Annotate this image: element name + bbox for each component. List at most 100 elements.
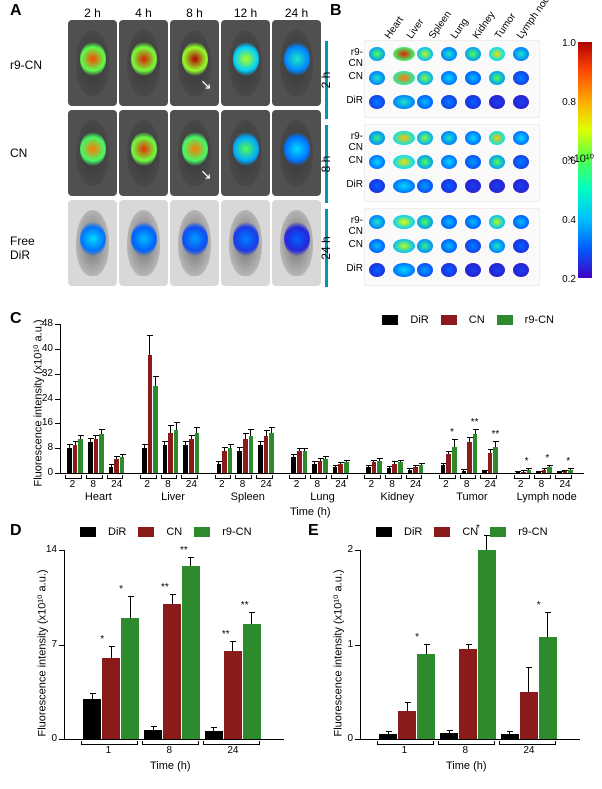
organ-sample bbox=[417, 155, 433, 169]
y-tick-label: 2 bbox=[333, 544, 353, 555]
chart-area-c: 081624324048Heart2824Liver2824Spleen2824… bbox=[60, 324, 584, 474]
x-tick-label: 8 bbox=[165, 479, 171, 490]
panel-b-timepoint: 8 h bbox=[319, 149, 333, 179]
bar bbox=[249, 436, 254, 473]
bar bbox=[446, 454, 451, 473]
legend-swatch bbox=[376, 527, 392, 537]
significance-star: * bbox=[566, 456, 570, 467]
bar bbox=[195, 433, 200, 473]
panel-e: DiRCNr9-CN Fluorescence intensity (x10¹⁰… bbox=[306, 520, 596, 780]
bar bbox=[563, 471, 568, 473]
colorbar-tick: 0.8 bbox=[562, 97, 576, 108]
panel-a-treatment: r9-CN bbox=[10, 58, 62, 72]
x-tick-label: 1 bbox=[106, 745, 112, 756]
bar bbox=[462, 471, 467, 473]
legend-label: r9-CN bbox=[518, 526, 547, 538]
bar bbox=[318, 461, 323, 473]
organ-sample bbox=[441, 215, 457, 229]
panel-a-timepoint: 8 h bbox=[170, 6, 219, 20]
y-tick-label: 40 bbox=[33, 343, 53, 354]
x-axis-label-c: Time (h) bbox=[290, 506, 331, 518]
panel-a-timepoint: 24 h bbox=[272, 6, 321, 20]
bar bbox=[527, 470, 532, 473]
y-tick-label: 7 bbox=[37, 639, 57, 650]
x-group-label: Lymph node bbox=[509, 491, 584, 503]
bar bbox=[163, 604, 181, 739]
bar bbox=[224, 651, 242, 739]
bar bbox=[312, 464, 317, 473]
panel-b-timepoint: 2 h bbox=[319, 65, 333, 95]
organ-sample bbox=[441, 263, 457, 277]
x-tick-label: 2 bbox=[70, 479, 76, 490]
bar bbox=[269, 433, 274, 473]
y-tick-label: 16 bbox=[33, 417, 53, 428]
x-tick-label: 2 bbox=[443, 479, 449, 490]
organ-sample bbox=[513, 263, 529, 277]
bar bbox=[366, 467, 371, 473]
bar bbox=[344, 462, 349, 473]
bar bbox=[67, 448, 72, 473]
bar bbox=[501, 734, 519, 739]
x-tick-label: 8 bbox=[90, 479, 96, 490]
significance-star: * bbox=[119, 584, 123, 595]
legend-swatch bbox=[194, 527, 210, 537]
organ-sample bbox=[513, 71, 529, 85]
organ-sample bbox=[441, 71, 457, 85]
bar bbox=[440, 733, 458, 739]
panel-a-treatment: CN bbox=[10, 146, 62, 160]
bar bbox=[408, 470, 413, 473]
x-tick-label: 24 bbox=[523, 745, 534, 756]
organ-sample bbox=[417, 95, 433, 109]
x-group-label: Lung bbox=[285, 491, 360, 503]
x-axis-label-e: Time (h) bbox=[446, 760, 487, 772]
legend-d: DiRCNr9-CN bbox=[80, 526, 252, 538]
x-tick-label: 8 bbox=[464, 479, 470, 490]
x-tick-label: 2 bbox=[368, 479, 374, 490]
organ-sample bbox=[465, 239, 481, 253]
bar bbox=[536, 472, 541, 473]
bar bbox=[83, 699, 101, 740]
legend-swatch bbox=[138, 527, 154, 537]
bar bbox=[568, 470, 573, 473]
bar bbox=[303, 451, 308, 473]
panel-a: 2 h4 h8 h12 h24 h r9-CNCNFreeDiR ↘↘ bbox=[10, 0, 320, 300]
panel-b-treatment: CN bbox=[337, 239, 363, 250]
x-tick-label: 2 bbox=[294, 479, 300, 490]
colorbar-tick: 0.2 bbox=[562, 274, 576, 285]
x-tick-label: 8 bbox=[240, 479, 246, 490]
panel-a-timepoint: 12 h bbox=[221, 6, 270, 20]
x-tick-label: 24 bbox=[335, 479, 346, 490]
significance-star: ** bbox=[222, 629, 230, 640]
x-tick-label: 8 bbox=[167, 745, 173, 756]
x-axis-label-d: Time (h) bbox=[150, 760, 191, 772]
bar bbox=[419, 465, 424, 473]
organ-sample bbox=[489, 239, 505, 253]
bar bbox=[333, 467, 338, 473]
y-tick-label: 1 bbox=[333, 639, 353, 650]
x-tick-label: 24 bbox=[410, 479, 421, 490]
x-group-label: Heart bbox=[61, 491, 136, 503]
chart-area-d: 07141**8****24**** bbox=[64, 550, 284, 740]
bar bbox=[258, 445, 263, 473]
bar bbox=[189, 439, 194, 473]
bar bbox=[452, 447, 457, 473]
panel-c: DiRCNr9-CN Fluorescence intensity (x10¹⁰… bbox=[10, 310, 594, 510]
arrow-icon: ↘ bbox=[200, 76, 212, 93]
significance-star: * bbox=[525, 456, 529, 467]
organ-sample bbox=[441, 47, 457, 61]
x-tick-label: 2 bbox=[518, 479, 524, 490]
significance-star: ** bbox=[180, 545, 188, 556]
mouse-image bbox=[68, 110, 117, 196]
organ-sample bbox=[393, 47, 415, 61]
y-tick-label: 32 bbox=[33, 368, 53, 379]
mouse-image: ↘ bbox=[170, 20, 219, 106]
legend-label: r9-CN bbox=[222, 526, 251, 538]
organ-sample bbox=[393, 179, 415, 193]
mouse-image bbox=[170, 200, 219, 286]
mouse-image bbox=[272, 110, 321, 196]
x-tick-label: 24 bbox=[559, 479, 570, 490]
organ-sample bbox=[465, 215, 481, 229]
bar bbox=[467, 442, 472, 473]
organ-sample bbox=[441, 155, 457, 169]
mouse-image bbox=[272, 200, 321, 286]
